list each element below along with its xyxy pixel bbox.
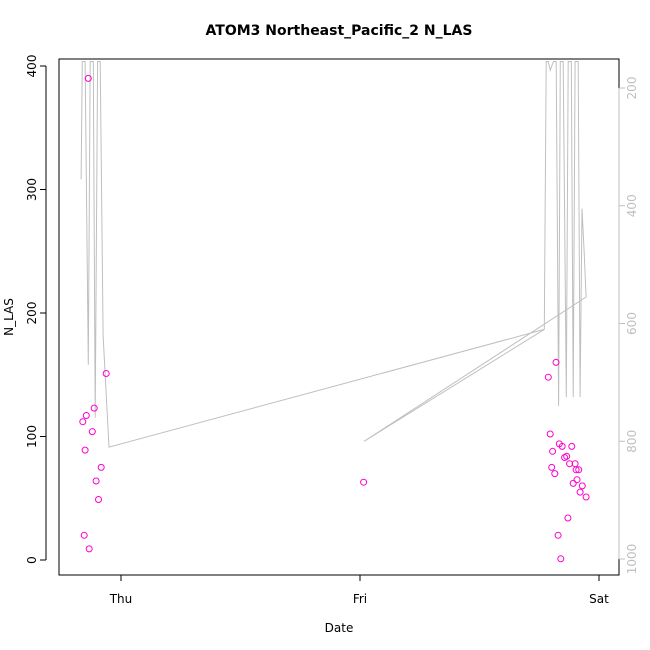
x-tick-label: Sat xyxy=(589,592,609,606)
y2-tick-label: 800 xyxy=(625,430,639,453)
data-point xyxy=(558,442,566,450)
x-axis-label: Date xyxy=(325,621,354,635)
data-point xyxy=(85,545,93,553)
data-point xyxy=(582,493,590,501)
axes-layer: 0 100 200 300 400 200 400 600 800 1000 Thu Fri Sat xyxy=(25,55,639,606)
y2-tick-label: 1000 xyxy=(625,544,639,575)
data-point xyxy=(568,442,576,450)
y2-tick-label: 400 xyxy=(625,194,639,217)
y-tick-label: 300 xyxy=(25,178,39,201)
points-layer xyxy=(79,74,590,563)
y2-tick-label: 200 xyxy=(625,77,639,100)
data-point xyxy=(572,466,580,474)
y2-tick-label: 600 xyxy=(625,312,639,335)
data-point xyxy=(573,476,581,484)
data-point xyxy=(563,452,571,460)
data-point xyxy=(80,531,88,539)
data-point xyxy=(84,74,92,82)
y-tick-label: 100 xyxy=(25,425,39,448)
data-point xyxy=(81,446,89,454)
chart-title: ATOM3 Northeast_Pacific_2 N_LAS xyxy=(206,23,473,39)
y-tick-label: 400 xyxy=(25,55,39,78)
data-point xyxy=(569,479,577,487)
data-point xyxy=(92,477,100,485)
data-point xyxy=(544,373,552,381)
y-tick-label: 200 xyxy=(25,302,39,325)
data-point xyxy=(90,404,98,412)
data-point xyxy=(549,447,557,455)
data-point xyxy=(576,488,584,496)
data-point xyxy=(95,496,102,503)
data-point xyxy=(557,555,565,563)
data-point xyxy=(79,418,87,426)
data-point xyxy=(552,358,560,366)
data-point xyxy=(554,531,562,539)
data-point xyxy=(82,412,90,419)
data-point xyxy=(548,463,556,471)
data-point xyxy=(546,430,554,438)
data-point xyxy=(88,428,96,436)
data-point xyxy=(360,478,368,486)
data-point xyxy=(97,463,105,471)
profile-line xyxy=(80,61,587,448)
data-point xyxy=(575,466,583,474)
x-tick-label: Thu xyxy=(109,592,133,606)
profile-line-layer xyxy=(80,61,587,448)
data-point xyxy=(551,470,559,478)
plot-frame xyxy=(58,58,620,576)
x-tick-label: Fri xyxy=(353,592,367,606)
data-point xyxy=(578,482,586,490)
y-axis-label: N_LAS xyxy=(2,298,16,336)
y-tick-label: 0 xyxy=(25,556,39,564)
data-point xyxy=(102,370,110,377)
data-point xyxy=(564,514,572,522)
